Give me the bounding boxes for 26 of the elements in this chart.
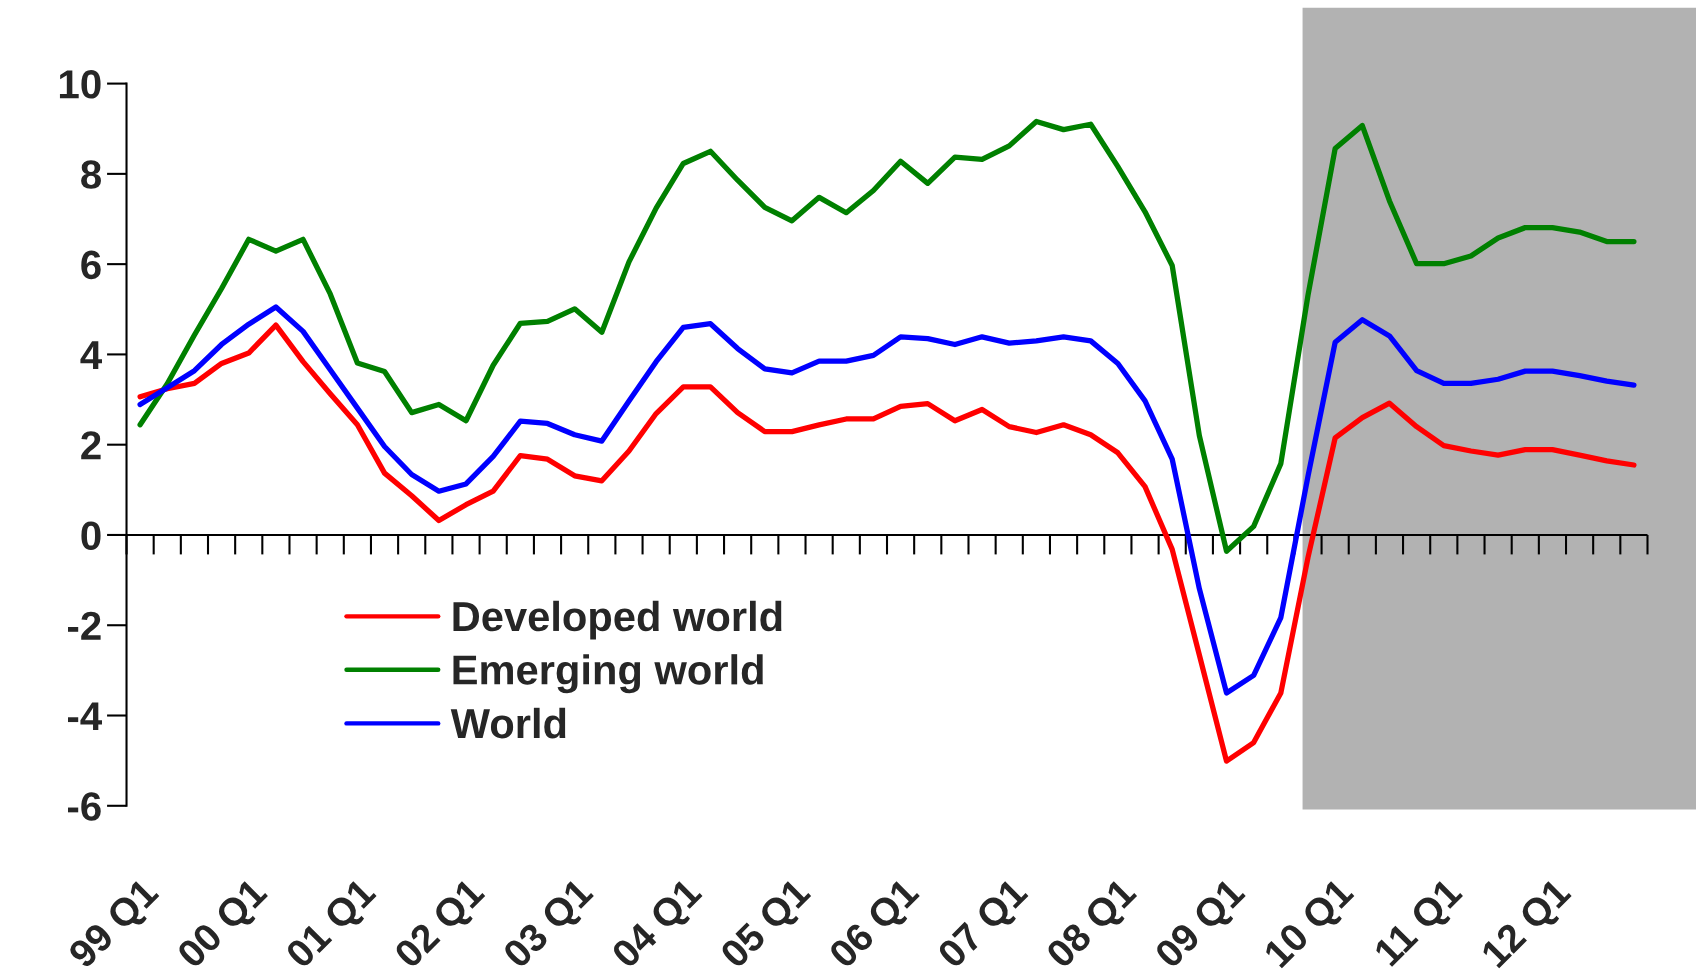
legend-label: Developed world bbox=[453, 600, 782, 640]
legend-label: Emerging world bbox=[453, 654, 763, 694]
x-tick-label: 12 Q1 bbox=[1479, 876, 1578, 972]
x-tick-label: 06 Q1 bbox=[827, 876, 926, 972]
y-tick-label: -4 bbox=[67, 702, 102, 731]
legend-label: World bbox=[450, 707, 566, 739]
y-tick-label: 10 bbox=[59, 70, 101, 99]
x-tick-label: 00 Q1 bbox=[175, 876, 274, 972]
x-tick-label: 05 Q1 bbox=[718, 876, 817, 972]
x-tick-label: 02 Q1 bbox=[392, 876, 491, 972]
y-tick-label: 0 bbox=[81, 521, 101, 550]
x-tick-label: 10 Q1 bbox=[1262, 876, 1360, 972]
x-tick-label: 09 Q1 bbox=[1153, 876, 1252, 972]
y-tick-label: 4 bbox=[80, 341, 102, 370]
x-tick-label: 08 Q1 bbox=[1044, 876, 1143, 972]
y-tick-label: -6 bbox=[67, 792, 101, 821]
y-tick-label: 2 bbox=[81, 431, 101, 460]
x-tick-label: 04 Q1 bbox=[610, 876, 708, 972]
x-tick-label: 03 Q1 bbox=[501, 876, 600, 972]
x-tick-label: 11 Q1 bbox=[1372, 876, 1469, 972]
x-tick-label: 07 Q1 bbox=[936, 876, 1034, 972]
y-tick-label: -2 bbox=[67, 611, 101, 640]
x-tick-label: 01 Q1 bbox=[284, 876, 382, 972]
y-tick-label: 6 bbox=[81, 250, 101, 280]
y-tick-label: 8 bbox=[81, 160, 101, 189]
x-tick-label: 99 Q1 bbox=[66, 876, 165, 972]
